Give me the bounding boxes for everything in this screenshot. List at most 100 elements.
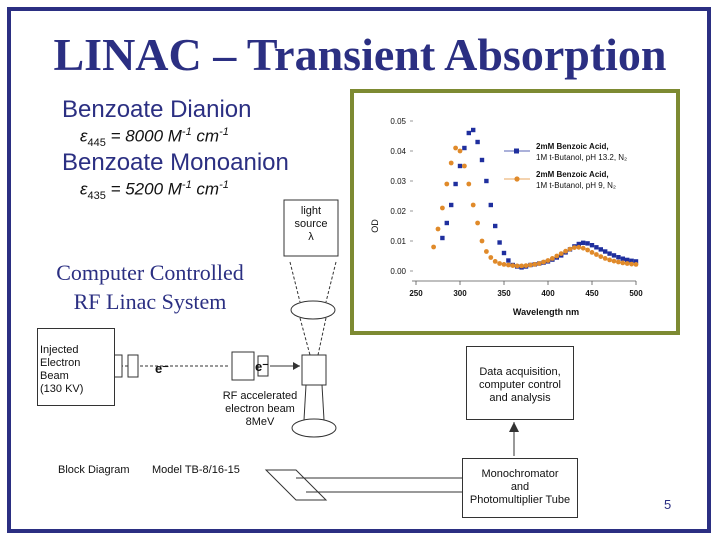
data-point-circle (484, 249, 489, 254)
computer-controlled-label: Computer Controlled RF Linac System (56, 260, 244, 314)
legend-label: 1M t-Butanol, pH 13.2, N₂ (536, 153, 627, 162)
x-axis-label: Wavelength nm (513, 307, 579, 317)
data-point-circle (466, 181, 472, 187)
light-source-label: light source λ (294, 205, 328, 243)
electron-symbol: e⁻ (254, 359, 270, 374)
rf-beam-label: RF accelerated electron beam 8MeV (222, 390, 298, 428)
data-point-circle (629, 261, 634, 267)
beam-line (299, 317, 311, 356)
y-tick-label: 0.02 (390, 207, 406, 216)
y-tick-label: 0.01 (390, 237, 406, 246)
data-point-circle (563, 248, 568, 254)
data-point-square (585, 241, 590, 246)
data-point-circle (607, 257, 612, 263)
beam-line (321, 384, 325, 421)
mirror (264, 469, 328, 501)
data-point-square (576, 241, 581, 247)
data-point-circle (523, 263, 529, 268)
y-tick-label: 0.00 (390, 267, 406, 276)
data-point-circle (506, 262, 511, 268)
data-point-circle (616, 259, 621, 265)
data-point-square (629, 258, 634, 263)
x-tick-label: 400 (541, 289, 555, 298)
data-point-circle (479, 238, 485, 244)
x-tick-label: 350 (497, 289, 511, 298)
monoanion-epsilon: ε435 = 5200 M-1 cm-1 (80, 179, 229, 203)
data-point-circle (536, 261, 542, 266)
injected-beam-box (37, 328, 115, 406)
block-diagram-label: Block Diagram (58, 464, 130, 476)
data-point-square (594, 245, 599, 250)
data-point-square (611, 253, 617, 258)
data-point-circle (572, 245, 577, 251)
accelerator-block (257, 355, 269, 377)
monochromator-box (462, 458, 578, 518)
y-tick-label: 0.03 (390, 177, 406, 186)
data-point-circle (514, 263, 520, 269)
data-point-square (453, 181, 458, 187)
y-tick-label: 0.04 (390, 147, 406, 156)
injector-plate (127, 354, 139, 378)
x-tick-label: 450 (585, 289, 599, 298)
data-point-square (462, 145, 467, 151)
data-point-square (603, 249, 608, 254)
data-point-circle (576, 244, 582, 250)
data-point-square (581, 240, 586, 245)
data-point-circle (457, 148, 463, 154)
beam-line (303, 384, 307, 421)
data-point-circle (550, 256, 555, 261)
data-point-square (484, 178, 489, 184)
x-tick-label: 300 (453, 289, 467, 298)
data-point-circle (519, 263, 524, 269)
legend-label: 2mM Benzoic Acid, (536, 142, 609, 151)
data-point-circle (545, 258, 551, 263)
data-point-circle (440, 205, 445, 211)
slide-border (7, 7, 711, 533)
data-point-circle (602, 256, 608, 261)
data-point-circle (620, 260, 626, 266)
legend-label: 1M t-Butanol, pH 9, N₂ (536, 181, 616, 190)
data-point-circle (532, 262, 538, 267)
data-point-square (620, 256, 625, 261)
y-axis-label: OD (370, 219, 380, 233)
data-point-circle (431, 244, 436, 250)
data-point-circle (567, 246, 573, 252)
data-point-circle (462, 163, 467, 169)
data-point-square (466, 130, 471, 136)
beam-line (317, 317, 327, 356)
data-point-circle (501, 262, 507, 267)
data-point-circle (497, 261, 502, 266)
dianion-heading: Benzoate Dianion (62, 96, 252, 123)
model-label: Model TB-8/16-15 (152, 464, 240, 476)
accelerator-block (231, 351, 255, 381)
data-point-square (444, 220, 449, 226)
data-point-square (497, 240, 502, 245)
data-point-square (633, 259, 639, 264)
data-point-square (589, 243, 595, 248)
data-point-circle (594, 252, 599, 257)
injected-beam-label: Injected Electron Beam (130 KV) (40, 344, 84, 395)
data-point-circle (558, 251, 564, 256)
lens-upper (290, 300, 336, 320)
sample-cell (301, 354, 327, 386)
lens-lower (291, 418, 337, 438)
beam-line (325, 261, 337, 303)
dianion-epsilon: ε445 = 8000 M-1 cm-1 (80, 126, 229, 150)
monochromator-label: Monochromator and Photomultiplier Tube (469, 468, 571, 506)
data-point-square (440, 235, 445, 241)
daq-label: Data acquisition, computer control and a… (479, 366, 561, 404)
data-point-square (449, 202, 454, 208)
data-point-circle (528, 262, 533, 268)
data-point-circle (492, 259, 498, 264)
data-point-circle (589, 250, 595, 255)
monoanion-heading: Benzoate Monoanion (62, 149, 289, 176)
data-point-circle (611, 258, 617, 264)
data-point-square (479, 157, 485, 163)
data-point-circle (448, 160, 454, 166)
data-point-circle (598, 254, 604, 259)
data-point-square (598, 247, 603, 252)
electron-symbol: e⁻ (154, 361, 170, 376)
data-point-circle (510, 263, 516, 268)
data-point-circle (633, 262, 639, 267)
